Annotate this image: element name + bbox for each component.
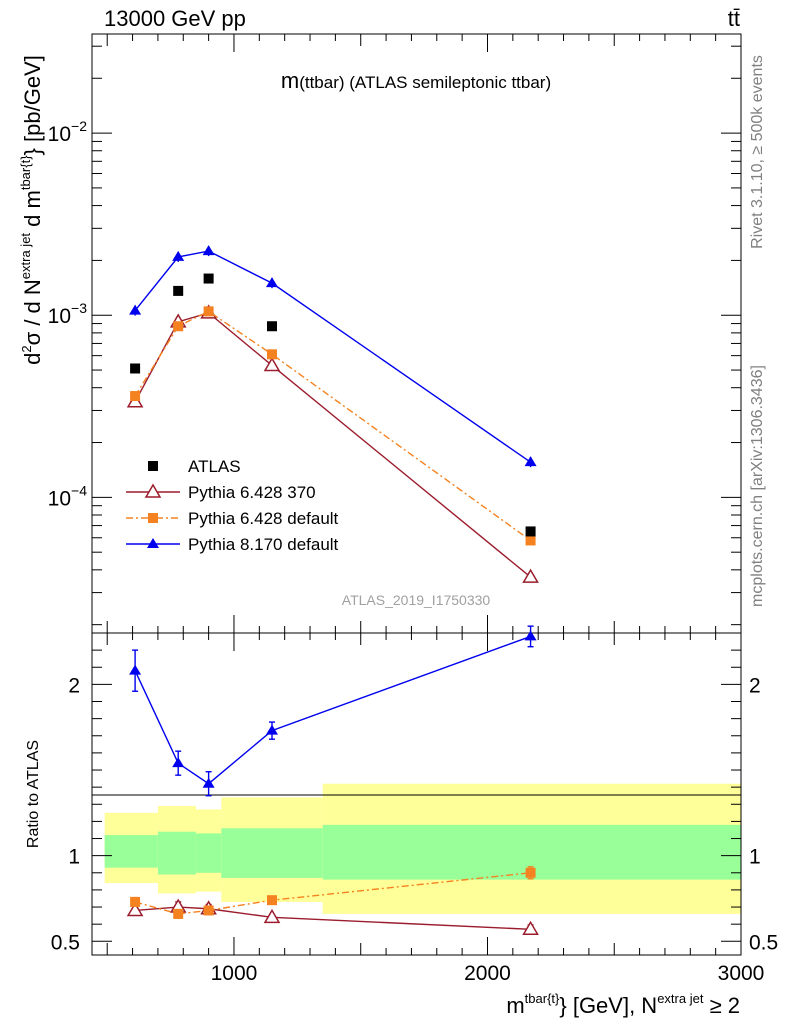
main-point-pythia-8-170-default [524, 456, 537, 467]
legend-label-atlas: ATLAS [188, 457, 241, 476]
ratio-y-tick-label-right: 2 [749, 674, 761, 697]
legend-label-pythia-6-428-default: Pythia 6.428 default [188, 509, 339, 528]
xlabel-extrajet: extra jet [657, 991, 704, 1006]
main-point-atlas [130, 363, 141, 374]
ylabel-dm: d m [20, 190, 45, 233]
legend-label-pythia-8-170-default: Pythia 8.170 default [188, 535, 339, 554]
watermark-label: ATLAS_2019_I1750330 [342, 592, 491, 608]
ratio-point-pythia-8-170-default [524, 630, 537, 641]
x-axis-label: mtbar{t}} [GeV], Nextra jet ≥ 2 [506, 991, 740, 1018]
ratio-band-green [157, 831, 196, 875]
legend-marker-pythia-8-170-default [147, 538, 159, 548]
ratio-y-tick-label-left: 2 [68, 674, 80, 697]
main-y-tick-base: 10 [48, 487, 71, 510]
ylabel-units: } [pb/GeV] [20, 55, 45, 155]
ylabel-extrajet: extra jet [18, 233, 33, 280]
main-y-tick-exp: −2 [71, 118, 87, 134]
legend-marker-pythia-6-428-default [148, 513, 158, 523]
main-y-tick-label: 10−3 [48, 300, 88, 328]
xlabel-gev: } [GeV], N [559, 993, 657, 1018]
main-y-tick-labels: 10−210−310−4 [48, 118, 88, 510]
main-point-pythia-8-170-default [265, 277, 278, 288]
ratio-point-pythia-6-428-370 [126, 901, 144, 917]
main-point-pythia-6-428-default [266, 349, 277, 360]
ratio-band-green [221, 828, 323, 878]
ylabel-sigma: σ / d N [20, 279, 45, 345]
main-point-pythia-6-428-370 [263, 356, 281, 372]
main-y-tick-label: 10−2 [48, 118, 88, 146]
legend-marker-atlas [148, 461, 158, 471]
header-left-label: 13000 GeV pp [104, 6, 246, 31]
main-point-pythia-6-428-default [130, 391, 141, 402]
ratio-y-tick-label-left: 0.5 [51, 931, 80, 954]
ratio-point-pythia-8-170-default [202, 777, 215, 788]
ratio-uncertainty-bands [104, 783, 741, 914]
main-y-axis-label: d2σ / d Nextra jet d mtbar{t}} [pb/GeV] [18, 55, 45, 365]
ylabel-d: d [20, 353, 45, 365]
rivet-version-label: Rivet 3.1.10, ≥ 500k events [749, 55, 766, 249]
ratio-point-pythia-8-170-default [129, 664, 142, 675]
ratio-point-pythia-6-428-default [173, 908, 184, 919]
ratio-point-pythia-8-170-default [265, 724, 278, 735]
ratio-point-pythia-6-428-default [266, 895, 277, 906]
main-point-pythia-6-428-default [525, 535, 536, 546]
main-title: m(ttbar) (ATLAS semileptonic ttbar) [281, 68, 551, 93]
main-title-m: m [281, 68, 299, 93]
xlabel-ge2: ≥ 2 [703, 993, 740, 1018]
ratio-plot-frame [91, 632, 742, 956]
ratio-point-pythia-6-428-370 [263, 908, 281, 924]
ratio-band-green [104, 835, 158, 868]
main-axis-ticks [92, 34, 742, 633]
x-tick-label: 1000 [211, 962, 258, 985]
ratio-band-green [195, 833, 222, 873]
ylabel-tbar: tbar{t} [18, 155, 33, 190]
main-point-pythia-8-170-default [129, 304, 142, 315]
ratio-point-pythia-6-428-default [130, 896, 141, 907]
main-y-tick-exp: −3 [71, 300, 87, 316]
main-y-tick-exp: −4 [71, 482, 87, 498]
main-panel: m(ttbar) (ATLAS semileptonic ttbar) d2σ … [18, 33, 742, 634]
main-point-atlas [525, 526, 536, 537]
ratio-point-pythia-6-428-370 [522, 920, 539, 936]
ratio-y-tick-label-left: 1 [68, 846, 80, 869]
x-tick-label: 3000 [718, 962, 765, 985]
main-point-pythia-6-428-370 [522, 568, 539, 583]
main-y-tick-base: 10 [48, 305, 71, 328]
legend-label-pythia-6-428-370: Pythia 6.428 370 [188, 483, 316, 502]
ratio-y-axis-label: Ratio to ATLAS [25, 740, 42, 848]
header-right-label: tt̄ [728, 6, 740, 31]
ratio-point-pythia-6-428-default [525, 867, 536, 878]
main-series [126, 245, 539, 583]
main-point-atlas [266, 321, 277, 332]
ratio-panel: Ratio to ATLAS 0.5 0.5 1 1 2 2 1000 2000 3000 mt… [25, 625, 778, 1018]
ratio-axis-ticks [92, 633, 742, 955]
legend: ATLAS Pythia 6.428 370 Pythia 6.428 defaul… [126, 457, 339, 554]
ylabel-sup2: 2 [19, 345, 34, 352]
main-y-tick-label: 10−4 [48, 482, 88, 510]
main-point-pythia-6-428-default [203, 306, 214, 317]
main-y-tick-base: 10 [48, 123, 71, 146]
ratio-point-pythia-8-170-default [172, 757, 185, 768]
main-point-pythia-8-170-default [202, 245, 215, 256]
main-point-atlas [173, 285, 184, 296]
ratio-series [126, 625, 539, 936]
main-point-pythia-6-428-default [173, 321, 184, 332]
legend-marker-pythia-6-428-370 [144, 483, 162, 498]
main-title-paren: (ttbar) [299, 73, 344, 92]
xlabel-tbar: tbar{t} [525, 991, 560, 1006]
xlabel-m: m [506, 993, 524, 1018]
ratio-y-tick-label-right: 0.5 [749, 931, 778, 954]
main-point-atlas [203, 273, 214, 284]
ratio-y-tick-label-right: 1 [749, 846, 761, 869]
main-point-pythia-8-170-default [172, 250, 185, 261]
ratio-tick-labels: 0.5 0.5 1 1 2 2 1000 2000 3000 [51, 674, 778, 985]
ratio-point-pythia-6-428-default [203, 905, 214, 916]
main-title-rest: (ATLAS semileptonic ttbar) [345, 73, 552, 92]
x-tick-label: 2000 [464, 962, 511, 985]
mcplots-label: mcplots.cern.ch [arXiv:1306.3436] [749, 365, 766, 607]
